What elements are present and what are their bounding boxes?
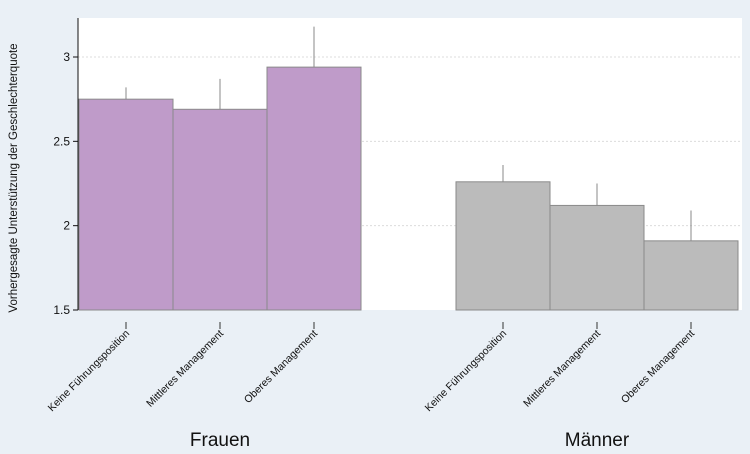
bar [78,98,174,311]
y-tick-label: 3 [63,50,70,64]
bar [643,240,739,311]
bar [172,108,268,311]
y-tick-label: 2.5 [53,134,70,148]
group-label: Frauen [190,430,250,451]
bar [266,66,362,311]
x-ticks: Keine Führungsposition Mittleres Manageme… [46,322,697,451]
y-axis-label: Vorhergesagte Unterstützung der Geschlec… [8,43,20,312]
x-tick-label: Keine Führungsposition [423,328,510,415]
bar [549,204,645,311]
x-tick-label: Keine Führungsposition [46,328,133,415]
x-tick-label: Mittleres Management [144,328,226,410]
group-label: Männer [565,430,630,451]
x-tick-label: Mittleres Management [521,328,603,410]
y-tick-label: 1.5 [53,303,70,317]
x-tick-label: Oberes Management [242,328,320,406]
x-tick-label: Oberes Management [619,328,697,406]
y-axis: 1.5 2 2.5 3 [53,18,79,317]
bars [78,66,739,311]
bar [455,181,551,311]
y-tick-label: 2 [63,219,70,233]
error-bars [125,26,692,241]
